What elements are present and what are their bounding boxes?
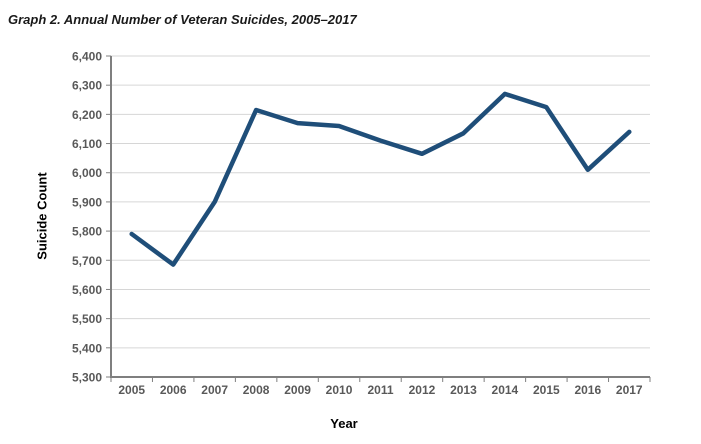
- data-series-line: [129, 91, 632, 267]
- y-tick-label: 5,700: [72, 254, 102, 268]
- x-tick-label: 2011: [367, 383, 393, 397]
- y-tick-label: 5,900: [72, 195, 102, 209]
- x-tick-label: 2008: [243, 383, 270, 397]
- x-tick-label: 2007: [201, 383, 228, 397]
- x-tick-label: 2009: [284, 383, 311, 397]
- x-tick-label: 2005: [118, 383, 145, 397]
- y-tick-label: 6,300: [72, 79, 102, 93]
- x-tick-label: 2006: [160, 383, 187, 397]
- y-tick-label: 6,000: [72, 166, 102, 180]
- chart-title: Graph 2. Annual Number of Veteran Suicid…: [8, 12, 357, 27]
- x-tick-label: 2013: [450, 383, 477, 397]
- x-axis-title: Year: [330, 416, 358, 431]
- y-tick-label: 6,400: [72, 50, 102, 64]
- x-tick-label: 2010: [326, 383, 353, 397]
- x-tick-label: 2012: [409, 383, 436, 397]
- y-tick-label: 5,500: [72, 312, 102, 326]
- x-tick-label: 2017: [616, 383, 643, 397]
- y-tick-label: 6,200: [72, 108, 102, 122]
- x-tick-label: 2016: [574, 383, 601, 397]
- y-tick-label: 5,300: [72, 371, 102, 385]
- y-tick-label: 6,100: [72, 137, 102, 151]
- x-tick-label: 2014: [492, 383, 519, 397]
- y-tick-label: 5,600: [72, 283, 102, 297]
- x-tick-label: 2015: [533, 383, 560, 397]
- y-tick-label: 5,800: [72, 225, 102, 239]
- y-tick-label: 5,400: [72, 341, 102, 355]
